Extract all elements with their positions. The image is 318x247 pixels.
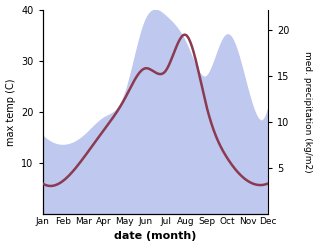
X-axis label: date (month): date (month) xyxy=(114,231,197,242)
Y-axis label: max temp (C): max temp (C) xyxy=(5,78,16,145)
Y-axis label: med. precipitation (kg/m2): med. precipitation (kg/m2) xyxy=(303,51,313,173)
